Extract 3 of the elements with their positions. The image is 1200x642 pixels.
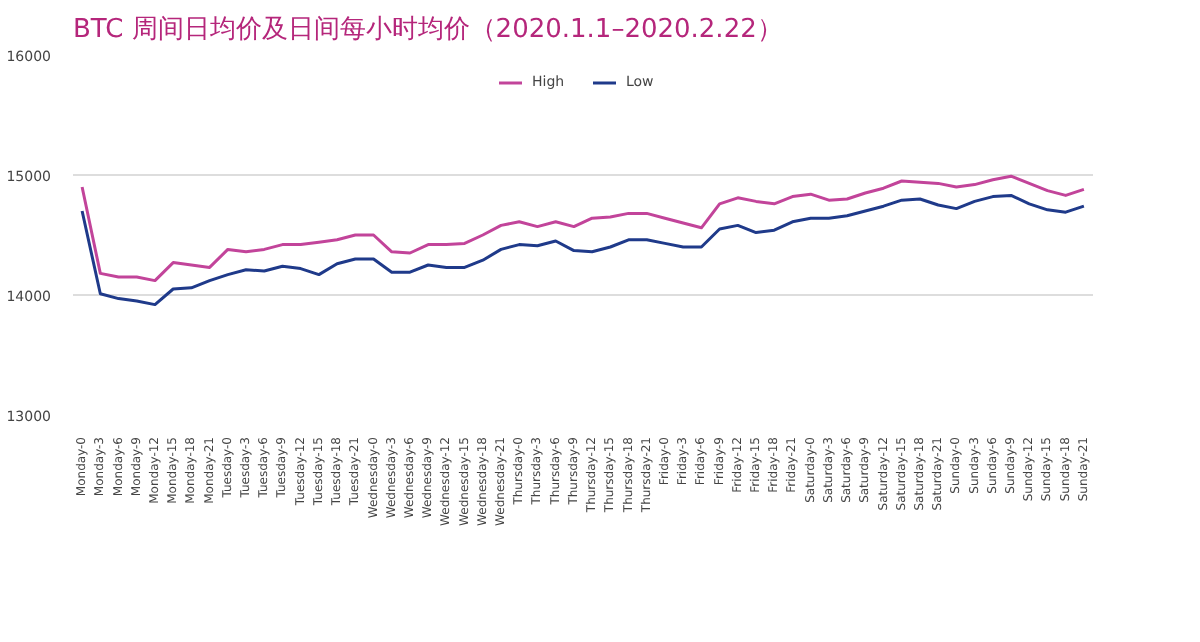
line-series	[80, 174, 1086, 283]
line-series	[80, 193, 1086, 307]
chart-title: BTC 周间日均价及日间每小时均价（2020.1.1–2020.2.22）	[73, 15, 783, 45]
